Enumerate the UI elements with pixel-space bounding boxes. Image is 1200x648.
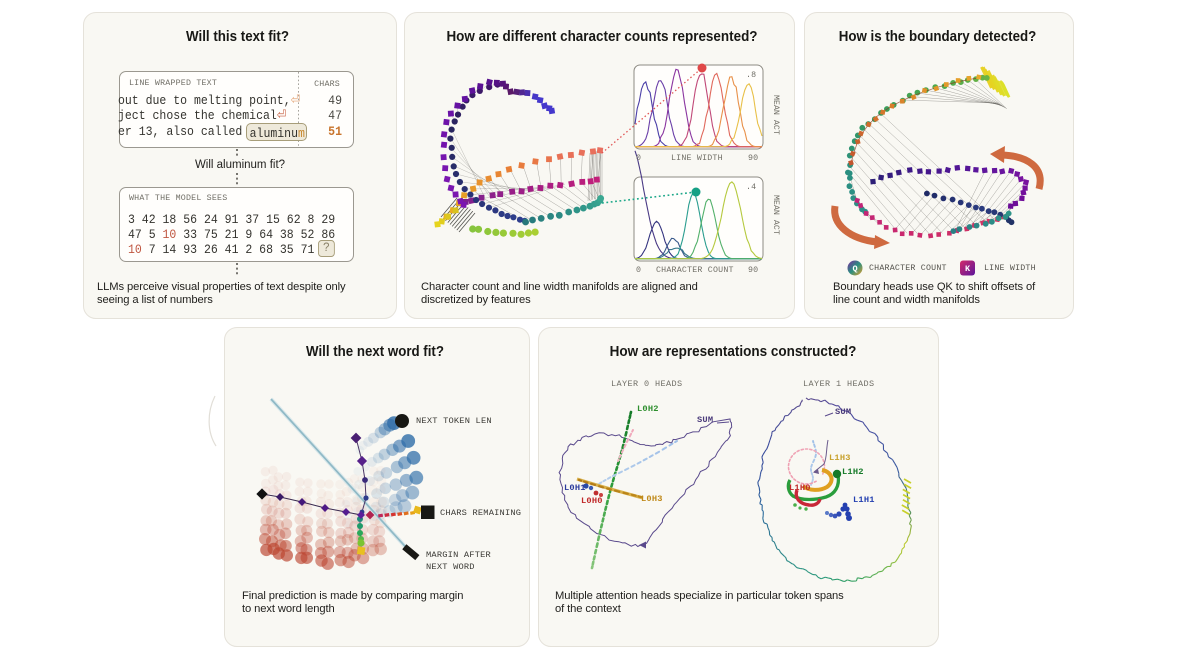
- svg-text:MEAN ACT: MEAN ACT: [771, 95, 780, 135]
- svg-text:MEAN ACT: MEAN ACT: [771, 195, 780, 235]
- svg-text:K: K: [965, 264, 971, 274]
- svg-text:Q: Q: [852, 264, 857, 274]
